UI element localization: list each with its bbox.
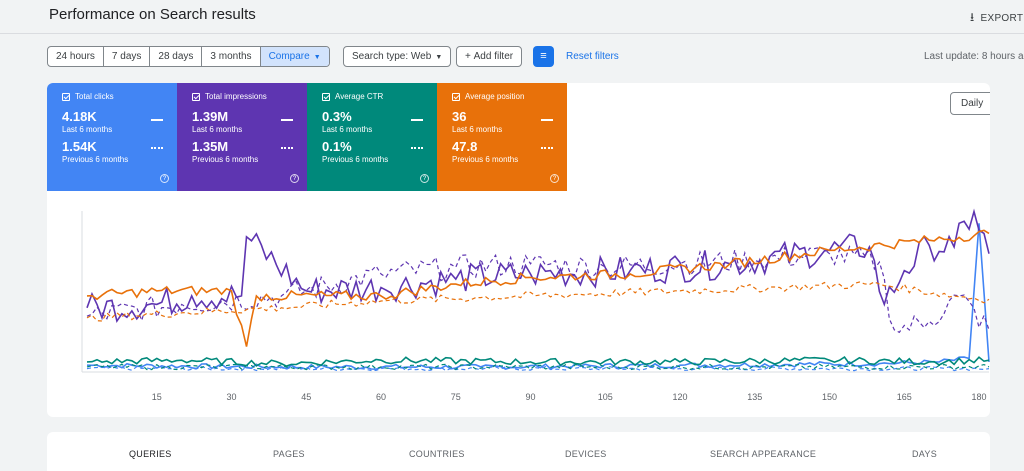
dimension-tabs: QUERIES PAGES COUNTRIES DEVICES SEARCH A… bbox=[47, 432, 990, 471]
x-tick-label: 30 bbox=[227, 392, 237, 402]
metric-current-value: 36 bbox=[452, 109, 467, 124]
tab-search-appearance[interactable]: SEARCH APPEARANCE bbox=[710, 449, 817, 459]
metric-tile-position[interactable]: Average position 36 Last 6 months 47.8 P… bbox=[437, 83, 567, 191]
metric-previous-value: 1.54K bbox=[62, 139, 97, 154]
solid-line-legend-icon bbox=[151, 119, 163, 121]
range-3-months[interactable]: 3 months bbox=[202, 47, 261, 66]
metric-tile-impressions[interactable]: Total impressions 1.39M Last 6 months 1.… bbox=[177, 83, 307, 191]
checkbox-icon[interactable] bbox=[322, 92, 330, 101]
metric-current-value: 1.39M bbox=[192, 109, 229, 124]
metric-label: Total clicks bbox=[75, 92, 114, 101]
header-divider bbox=[0, 33, 1024, 34]
export-button[interactable]: ⭳ EXPORT bbox=[970, 8, 1023, 29]
dashed-line-legend-icon bbox=[541, 147, 553, 149]
add-filter-label: Add filter bbox=[473, 51, 514, 62]
page-title: Performance on Search results bbox=[49, 6, 256, 23]
series-line-total-impressions-dashed bbox=[86, 245, 990, 334]
metric-previous-value: 47.8 bbox=[452, 139, 478, 154]
help-icon[interactable]: ? bbox=[290, 174, 299, 183]
x-tick-label: 45 bbox=[301, 392, 311, 402]
metric-label: Average CTR bbox=[335, 92, 384, 101]
x-tick-label: 180 bbox=[972, 392, 987, 402]
compare-label: Compare bbox=[268, 51, 310, 62]
filter-icon: ≡ bbox=[540, 50, 547, 62]
dashed-line-legend-icon bbox=[281, 147, 293, 149]
tab-pages[interactable]: PAGES bbox=[273, 449, 305, 459]
metric-current-label: Last 6 months bbox=[452, 125, 503, 134]
reset-filters-link[interactable]: Reset filters bbox=[566, 51, 619, 62]
granularity-label: Daily bbox=[961, 98, 984, 109]
granularity-select[interactable]: Daily▼ bbox=[950, 92, 990, 115]
metric-previous-label: Previous 6 months bbox=[192, 155, 259, 164]
filter-settings-button[interactable]: ≡ bbox=[533, 46, 554, 67]
help-icon[interactable]: ? bbox=[550, 174, 559, 183]
performance-chart: 15 30 45 60 75 90 105 120 135 150 165 180 bbox=[81, 208, 990, 402]
x-tick-label: 15 bbox=[152, 392, 162, 402]
dashed-line-legend-icon bbox=[151, 147, 163, 149]
help-icon[interactable]: ? bbox=[160, 174, 169, 183]
export-label: EXPORT bbox=[980, 13, 1024, 24]
solid-line-legend-icon bbox=[281, 119, 293, 121]
series-line-average-ctr-solid bbox=[86, 356, 990, 367]
x-tick-label: 165 bbox=[897, 392, 912, 402]
metric-previous-label: Previous 6 months bbox=[62, 155, 129, 164]
metric-current-label: Last 6 months bbox=[322, 125, 373, 134]
tab-days[interactable]: DAYS bbox=[912, 449, 938, 459]
performance-card: 15 30 45 60 75 90 105 120 135 150 165 180 Total cli… bbox=[47, 83, 990, 417]
series-line-total-clicks-solid bbox=[86, 223, 990, 371]
help-icon[interactable]: ? bbox=[420, 174, 429, 183]
metric-previous-label: Previous 6 months bbox=[452, 155, 519, 164]
tab-queries[interactable]: QUERIES bbox=[129, 449, 172, 459]
metric-tile-ctr[interactable]: Average CTR 0.3% Last 6 months 0.1% Prev… bbox=[307, 83, 437, 191]
metric-current-value: 0.3% bbox=[322, 109, 352, 124]
series-line-total-clicks-dashed bbox=[86, 365, 990, 372]
checkbox-icon[interactable] bbox=[62, 92, 70, 101]
series-line-average-position-solid bbox=[86, 229, 990, 347]
date-range-selector: 24 hours 7 days 28 days 3 months Compare… bbox=[47, 46, 330, 67]
metric-label: Total impressions bbox=[205, 92, 267, 101]
download-icon: ⭳ bbox=[970, 10, 975, 24]
x-tick-label: 75 bbox=[451, 392, 461, 402]
add-filter-button[interactable]: + Add filter bbox=[456, 46, 523, 67]
caret-down-icon: ▼ bbox=[313, 54, 321, 61]
caret-down-icon: ▼ bbox=[435, 54, 443, 61]
x-tick-label: 150 bbox=[822, 392, 837, 402]
x-tick-label: 135 bbox=[747, 392, 762, 402]
metric-tile-clicks[interactable]: Total clicks 4.18K Last 6 months 1.54K P… bbox=[47, 83, 177, 191]
metric-current-label: Last 6 months bbox=[62, 125, 113, 134]
series-line-total-impressions-solid bbox=[86, 208, 990, 324]
metric-previous-value: 0.1% bbox=[322, 139, 352, 154]
metric-previous-value: 1.35M bbox=[192, 139, 229, 154]
metric-tiles: Total clicks 4.18K Last 6 months 1.54K P… bbox=[47, 83, 567, 191]
x-tick-label: 105 bbox=[598, 392, 613, 402]
checkbox-icon[interactable] bbox=[192, 92, 200, 101]
checkbox-icon[interactable] bbox=[452, 92, 460, 101]
x-tick-label: 120 bbox=[673, 392, 688, 402]
metric-current-label: Last 6 months bbox=[192, 125, 243, 134]
plus-icon: + bbox=[465, 51, 474, 62]
range-compare[interactable]: Compare ▼ bbox=[260, 47, 329, 66]
metric-label: Average position bbox=[465, 92, 525, 101]
tab-devices[interactable]: DEVICES bbox=[565, 449, 607, 459]
solid-line-legend-icon bbox=[541, 119, 553, 121]
solid-line-legend-icon bbox=[411, 119, 423, 121]
range-28-days[interactable]: 28 days bbox=[150, 47, 203, 66]
search-type-label: Search type: Web bbox=[352, 51, 432, 62]
search-type-chip[interactable]: Search type: Web ▼ bbox=[343, 46, 452, 67]
dashed-line-legend-icon bbox=[411, 147, 423, 149]
metric-previous-label: Previous 6 months bbox=[322, 155, 389, 164]
tab-countries[interactable]: COUNTRIES bbox=[409, 449, 465, 459]
x-tick-label: 90 bbox=[526, 392, 536, 402]
metric-current-value: 4.18K bbox=[62, 109, 97, 124]
series-line-average-position-dashed bbox=[86, 281, 990, 322]
series-line-average-ctr-dashed bbox=[86, 363, 990, 371]
x-tick-label: 60 bbox=[376, 392, 386, 402]
range-24-hours[interactable]: 24 hours bbox=[48, 47, 104, 66]
range-7-days[interactable]: 7 days bbox=[104, 47, 151, 66]
last-update-text: Last update: 8 hours ago bbox=[924, 51, 1024, 62]
